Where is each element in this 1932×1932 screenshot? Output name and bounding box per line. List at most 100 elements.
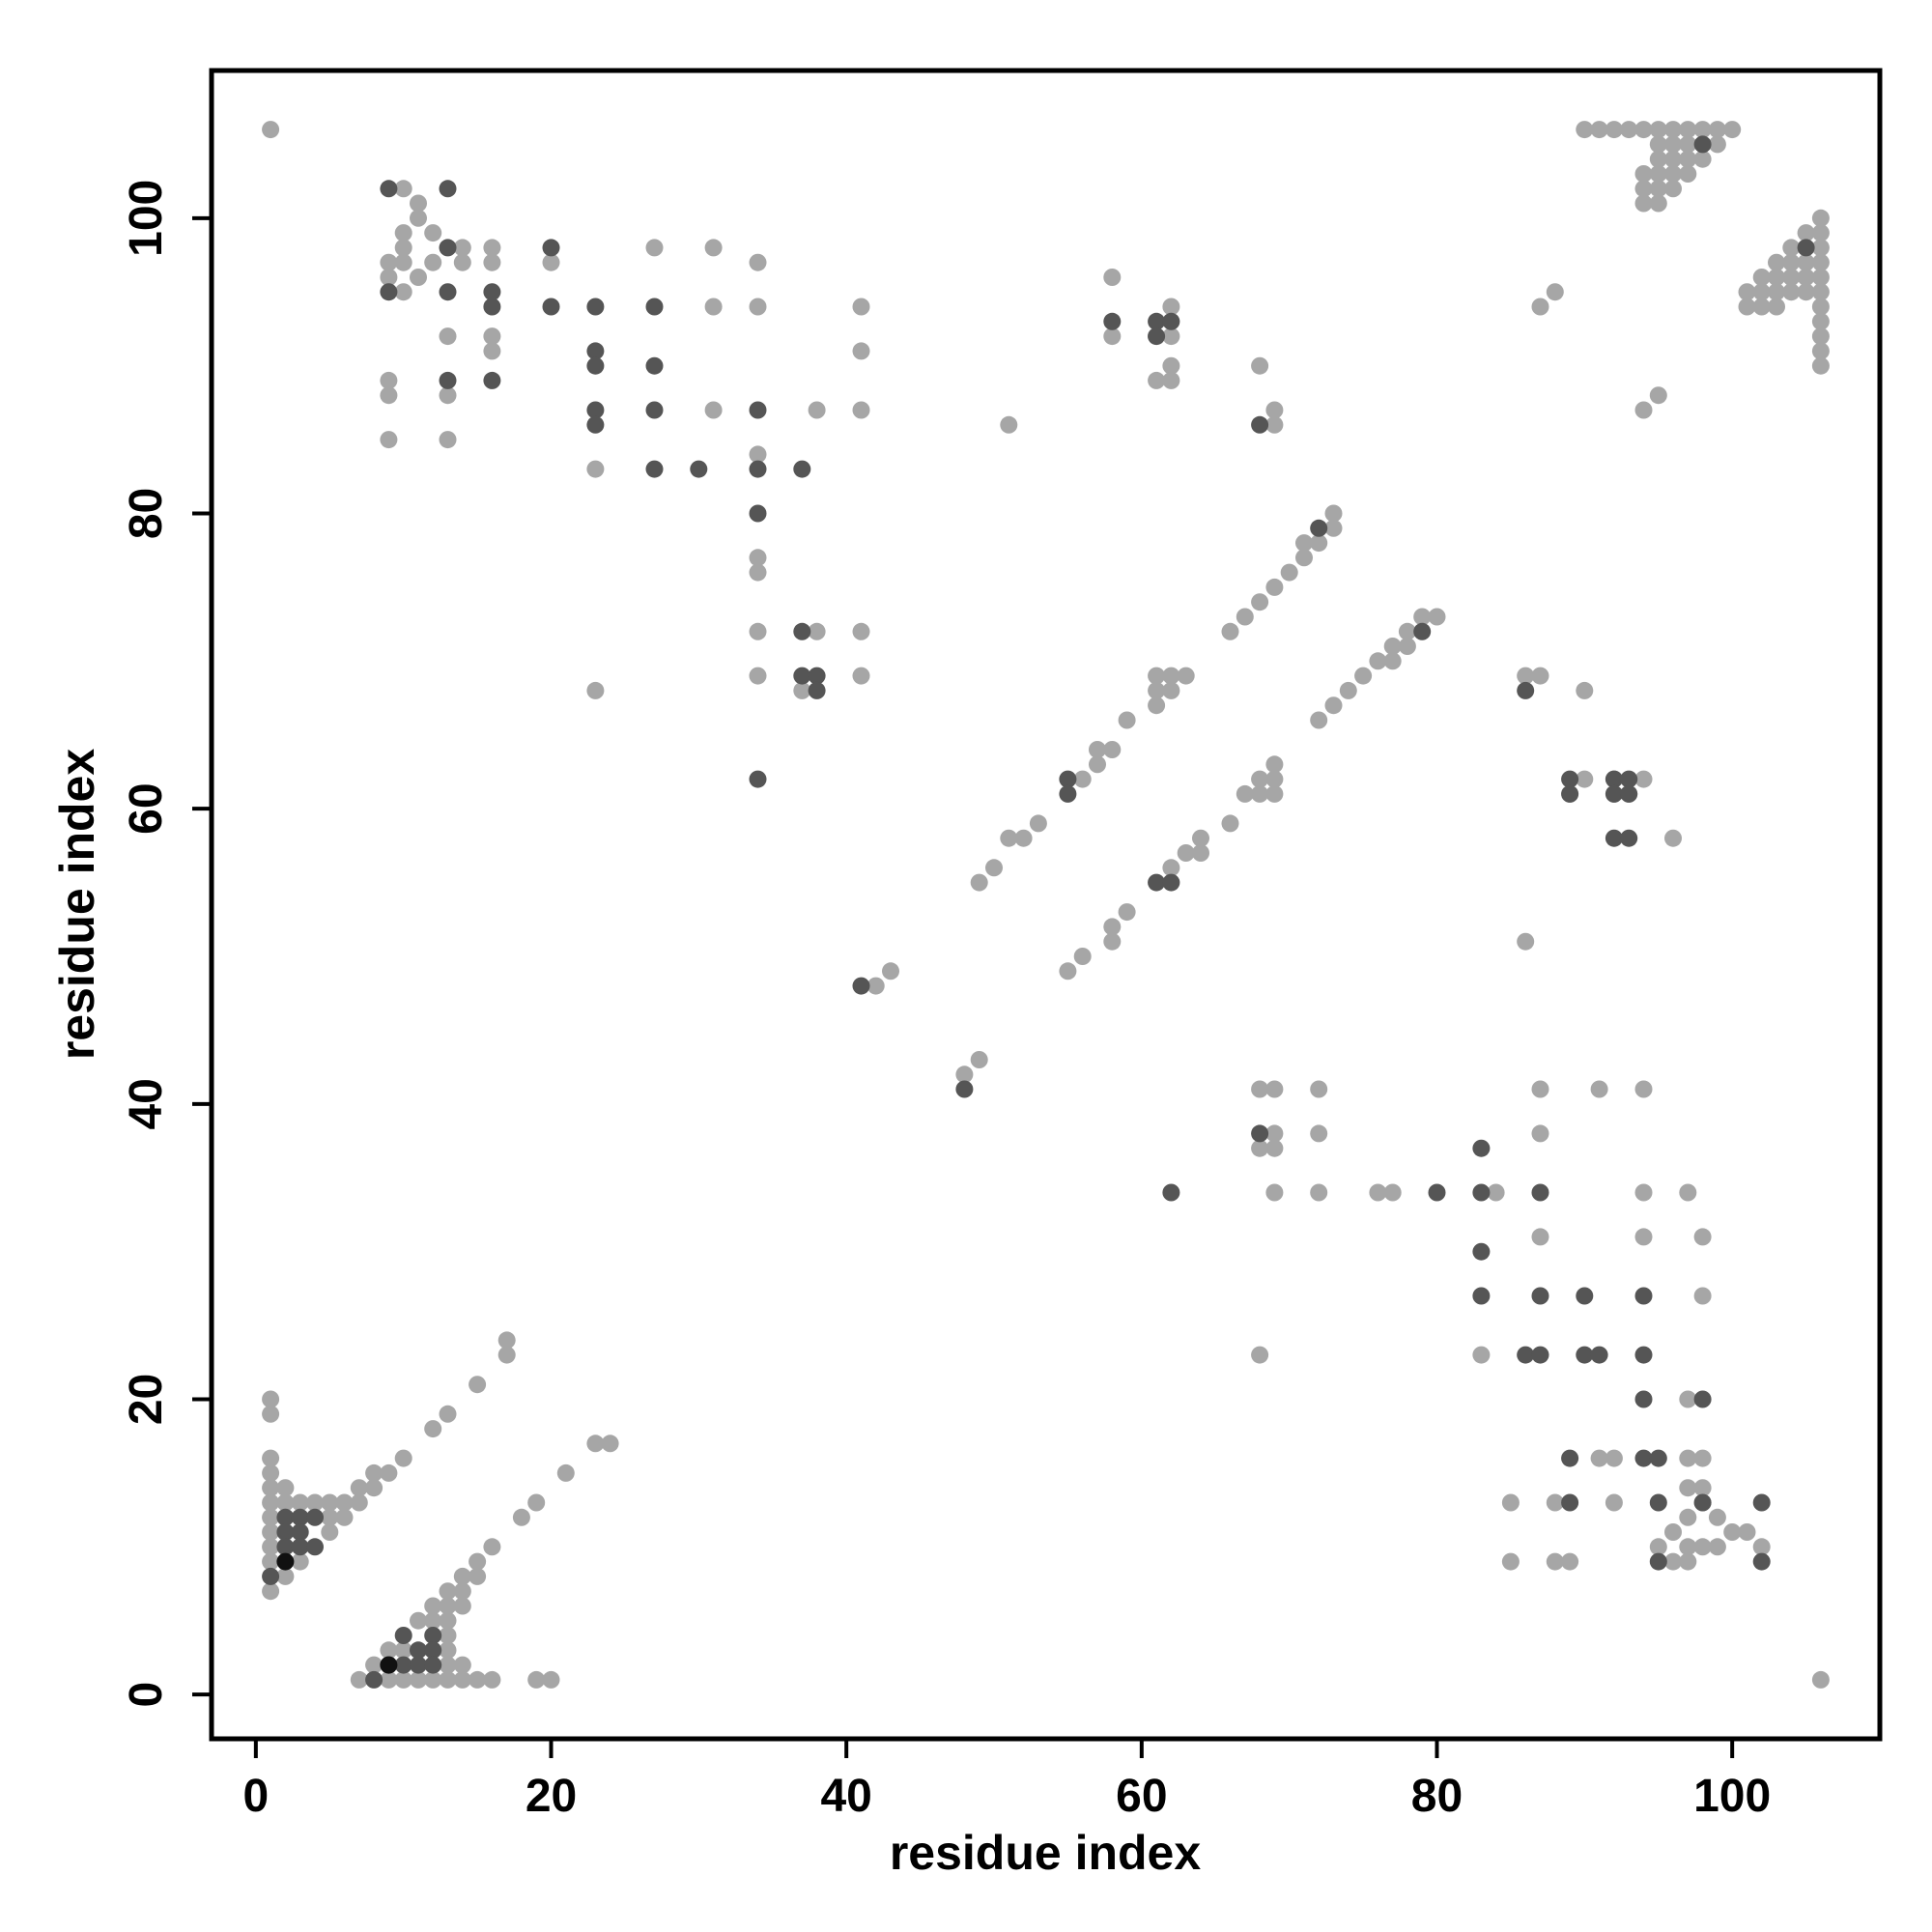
contact-point-light-132 xyxy=(1148,667,1166,685)
contact-point-light-285 xyxy=(1679,1479,1697,1497)
contact-point-light-89 xyxy=(380,386,398,405)
contact-point-light-181 xyxy=(1251,356,1269,375)
contact-point-light-169 xyxy=(1398,638,1416,655)
contact-point-light-13 xyxy=(276,1493,295,1512)
contact-point-light-93 xyxy=(542,253,560,271)
contact-point-light-207 xyxy=(1634,165,1653,183)
contact-point-dark-1 xyxy=(276,1508,295,1526)
contact-point-light-193 xyxy=(1649,121,1667,139)
contact-point-light-3 xyxy=(262,1449,280,1467)
contact-point-light-227 xyxy=(1768,269,1785,286)
contact-point-light-225 xyxy=(1811,253,1830,271)
contact-point-dark-71 xyxy=(1620,784,1638,803)
contact-point-dark-44 xyxy=(793,667,811,685)
contact-point-light-221 xyxy=(1811,239,1830,257)
contact-point-light-273 xyxy=(1590,1080,1608,1098)
contact-point-light-176 xyxy=(1148,371,1166,389)
contact-point-light-305 xyxy=(1561,1552,1579,1571)
contact-point-light-54 xyxy=(453,1597,471,1615)
contact-point-light-246 xyxy=(1531,667,1549,685)
contact-point-light-195 xyxy=(1679,121,1697,139)
contact-point-light-96 xyxy=(645,239,664,257)
contact-point-light-30 xyxy=(439,1405,457,1423)
contact-point-dark-8 xyxy=(306,1538,324,1556)
contact-point-light-171 xyxy=(1413,608,1432,626)
contact-point-light-91 xyxy=(380,431,398,449)
contact-point-light-125 xyxy=(1073,770,1092,788)
contact-point-light-213 xyxy=(1664,180,1682,198)
contact-point-light-36 xyxy=(380,1641,398,1660)
contact-point-light-83 xyxy=(483,239,501,257)
contact-point-light-194 xyxy=(1664,121,1682,139)
contact-point-light-284 xyxy=(1693,1449,1712,1467)
contact-point-light-161 xyxy=(1324,504,1343,523)
contact-point-dark-17 xyxy=(424,1656,442,1674)
contact-point-dark-9 xyxy=(365,1670,384,1689)
contact-point-light-80 xyxy=(394,283,412,301)
x-tick-label: 20 xyxy=(526,1771,577,1822)
y-tick-label: 80 xyxy=(121,488,172,539)
contact-point-light-142 xyxy=(1177,844,1195,862)
contact-point-light-43 xyxy=(424,1611,442,1630)
contact-point-dark-24 xyxy=(483,298,501,316)
contact-point-light-162 xyxy=(1310,711,1328,729)
contact-point-light-113 xyxy=(852,622,870,640)
contact-point-light-236 xyxy=(1811,283,1830,301)
contact-point-light-238 xyxy=(1752,298,1771,316)
contact-point-light-261 xyxy=(1265,1139,1284,1157)
contact-point-light-239 xyxy=(1768,298,1785,316)
contact-point-light-272 xyxy=(1531,1228,1549,1246)
contact-point-light-280 xyxy=(1590,1449,1608,1467)
contact-point-light-6 xyxy=(262,1493,280,1512)
contact-point-dark-92 xyxy=(1561,1449,1579,1467)
contact-point-light-133 xyxy=(1162,681,1180,699)
contact-point-dark-28 xyxy=(542,298,560,316)
contact-point-light-302 xyxy=(1679,1552,1697,1571)
contact-point-light-63 xyxy=(527,1493,546,1512)
contact-point-dark-14 xyxy=(410,1656,427,1674)
y-tick-label: 20 xyxy=(121,1374,172,1425)
contact-point-light-56 xyxy=(453,1670,471,1689)
contact-point-light-151 xyxy=(1265,755,1284,774)
contact-point-light-267 xyxy=(1487,1183,1505,1202)
contact-point-dark-82 xyxy=(1634,1287,1653,1305)
contact-point-light-52 xyxy=(453,1567,471,1585)
contact-point-light-206 xyxy=(1693,150,1712,168)
contact-point-light-8 xyxy=(262,1523,280,1541)
contact-point-light-22 xyxy=(335,1508,354,1526)
contact-point-dark-78 xyxy=(1472,1287,1491,1305)
contact-point-light-26 xyxy=(365,1479,384,1497)
contact-point-light-231 xyxy=(1738,283,1756,301)
contact-point-light-303 xyxy=(1501,1552,1520,1571)
contact-point-light-275 xyxy=(1634,1183,1653,1202)
contact-point-dark-47 xyxy=(749,770,767,788)
contact-point-light-114 xyxy=(852,667,870,685)
contact-point-light-262 xyxy=(1310,1124,1328,1143)
contact-point-light-282 xyxy=(1679,1390,1697,1408)
contact-point-light-289 xyxy=(1664,1523,1682,1541)
contact-point-light-78 xyxy=(424,253,442,271)
contact-point-light-196 xyxy=(1693,121,1712,139)
contact-point-dark-11 xyxy=(394,1627,412,1644)
contact-point-light-304 xyxy=(1546,1552,1564,1571)
contact-point-light-301 xyxy=(1664,1552,1682,1571)
y-tick-label: 0 xyxy=(121,1682,172,1708)
contact-point-light-192 xyxy=(1634,121,1653,139)
contact-point-light-61 xyxy=(483,1670,501,1689)
contact-point-light-98 xyxy=(704,298,723,316)
contact-point-dark-59 xyxy=(1148,327,1166,346)
contact-point-light-123 xyxy=(1000,415,1018,434)
contact-point-light-269 xyxy=(1472,1346,1491,1364)
contact-point-dark-45 xyxy=(808,667,826,685)
contact-point-light-281 xyxy=(1605,1449,1623,1467)
contact-point-light-40 xyxy=(410,1611,427,1630)
contact-point-light-0 xyxy=(262,121,280,139)
contact-point-light-49 xyxy=(439,1641,457,1660)
contact-point-dark-91 xyxy=(1693,1390,1712,1408)
contact-point-dark-43 xyxy=(793,622,811,640)
contact-point-light-131 xyxy=(1148,681,1166,699)
contact-point-dark-96 xyxy=(1752,1493,1771,1512)
contact-point-light-237 xyxy=(1738,298,1756,316)
contact-point-dark-12 xyxy=(394,1656,412,1674)
